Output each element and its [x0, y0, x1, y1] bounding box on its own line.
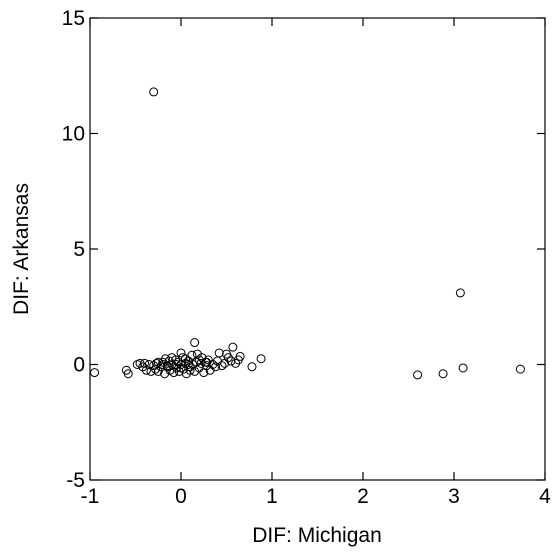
x-tick-label: -1 [81, 485, 100, 508]
scatter-point [153, 366, 163, 376]
data-points [90, 87, 525, 380]
scatter-point [176, 363, 186, 373]
scatter-point [438, 369, 448, 379]
scatter-point [247, 362, 257, 372]
x-tick-label: 1 [266, 485, 278, 508]
scatter-point [140, 358, 150, 368]
y-tick-label: 0 [73, 354, 85, 377]
scatter-point [176, 348, 186, 358]
scatter-point [161, 354, 171, 364]
y-tick-label: 5 [73, 238, 85, 261]
scatter-point [235, 351, 245, 361]
scatter-point [185, 362, 195, 372]
scatter-point [190, 366, 200, 376]
scatter-point [183, 360, 193, 369]
scatter-point [458, 363, 468, 373]
scatter-point [185, 365, 195, 375]
x-axis: -1 0 1 2 3 4 [81, 18, 551, 508]
x-tick-label: 3 [448, 485, 460, 508]
scatter-point [217, 361, 227, 371]
scatter-point [203, 355, 213, 365]
scatter-point [176, 360, 186, 369]
scatter-point [173, 357, 183, 367]
scatter-point [256, 354, 266, 364]
scatter-point [228, 342, 238, 352]
scatter-point [201, 357, 211, 367]
y-tick-label: 10 [62, 123, 85, 146]
scatter-point [144, 360, 154, 369]
y-axis-title: DIF: Arkansas [10, 183, 33, 315]
x-tick-label: 4 [539, 485, 551, 508]
scatter-point [190, 338, 200, 348]
scatter-point [156, 362, 166, 372]
scatter-point [149, 87, 159, 97]
y-axis: -5 0 5 10 15 [62, 7, 545, 492]
scatter-point [515, 364, 525, 374]
scatter-point [211, 362, 221, 372]
scatter-point [167, 353, 177, 363]
x-axis-title: DIF: Michigan [252, 524, 382, 547]
scatter-point [153, 357, 163, 367]
scatter-point [162, 361, 172, 371]
x-tick-label: 2 [357, 485, 369, 508]
scatter-point [123, 369, 133, 379]
scatter-point [141, 365, 151, 375]
scatter-point [214, 348, 224, 358]
x-tick-label: 0 [175, 485, 187, 508]
y-tick-label: 15 [62, 7, 85, 30]
scatter-point [171, 360, 181, 369]
scatter-point [192, 349, 202, 359]
scatter-point [413, 370, 423, 380]
scatter-point [158, 360, 168, 369]
scatter-point [169, 368, 179, 378]
scatter-point [146, 366, 156, 376]
y-tick-label: -5 [66, 469, 85, 492]
scatter-point [455, 288, 465, 298]
plot-frame [89, 17, 546, 481]
scatter-point [208, 360, 218, 369]
scatter-point [181, 354, 191, 364]
scatter-point [226, 356, 236, 366]
scatter-point [90, 368, 100, 378]
